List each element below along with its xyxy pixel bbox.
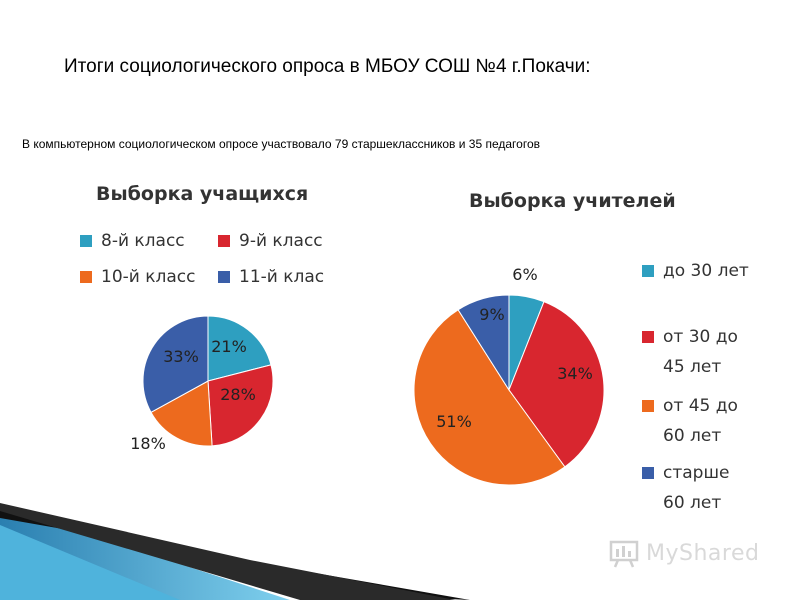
teachers-legend-item-over-60: старше 60 лет: [642, 458, 729, 518]
students-pie-slice-8: [207, 315, 272, 382]
teachers-legend-item-30-45: от 30 до 45 лет: [642, 322, 738, 382]
survey-intro-text: В компьютерном социологическом опросе уч…: [22, 137, 541, 151]
students-pie-label-10: 18%: [130, 434, 166, 453]
teachers-pie-slice-30-45: [508, 301, 605, 468]
students-legend-item-9: 9-й класс: [218, 226, 323, 256]
myshared-logo-icon: [609, 540, 639, 568]
teachers-legend-item-45-60: от 45 до 60 лет: [642, 391, 738, 451]
students-chart-title: Выборка учащихся: [96, 183, 309, 205]
legend-swatch: [218, 235, 230, 247]
legend-swatch: [642, 400, 654, 412]
students-pie-label-11: 33%: [163, 347, 199, 366]
legend-swatch: [642, 331, 654, 343]
students-legend-item-8: 8-й класс: [80, 226, 185, 256]
legend-label: 11-й клас: [239, 267, 325, 287]
students-pie-slice-11: [142, 315, 209, 413]
students-pie-slice-9: [207, 364, 274, 447]
teachers-pie-slice-over-60: [457, 294, 510, 392]
teachers-pie-label-over-60: 9%: [479, 305, 504, 324]
teachers-legend-item-under-30: до 30 лет: [642, 256, 749, 286]
students-pie-label-8: 21%: [211, 337, 247, 356]
legend-label: старше 60 лет: [663, 463, 730, 513]
legend-label: 8-й класс: [101, 231, 185, 251]
students-legend-item-11: 11-й клас: [218, 262, 324, 292]
teachers-chart-title: Выборка учителей: [469, 190, 676, 212]
legend-label: 9-й класс: [239, 231, 323, 251]
legend-swatch: [80, 271, 92, 283]
legend-label: 10-й класс: [101, 267, 196, 287]
teachers-pie-label-under-30: 6%: [512, 265, 537, 284]
students-pie-slice-10: [150, 380, 213, 447]
page-title: Итоги социологического опроса в МБОУ СОШ…: [64, 56, 591, 77]
teachers-pie-label-30-45: 34%: [557, 364, 593, 383]
legend-label: от 30 до 45 лет: [663, 327, 738, 377]
teachers-pie-label-45-60: 51%: [436, 412, 472, 431]
legend-swatch: [642, 265, 654, 277]
legend-swatch: [80, 235, 92, 247]
students-legend-item-10: 10-й класс: [80, 262, 195, 292]
legend-swatch: [218, 271, 230, 283]
legend-label: от 45 до 60 лет: [663, 396, 738, 446]
myshared-watermark: MyShared: [608, 537, 759, 569]
teachers-pie-slice-45-60: [413, 309, 566, 486]
students-pie-label-9: 28%: [220, 385, 256, 404]
legend-label: до 30 лет: [663, 261, 749, 281]
legend-swatch: [642, 467, 654, 479]
watermark-text: MyShared: [646, 540, 760, 566]
